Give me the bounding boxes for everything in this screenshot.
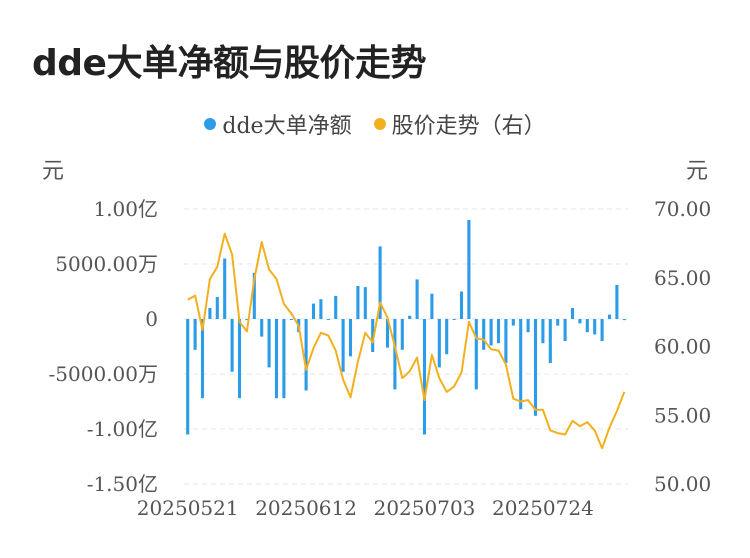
dde-bar — [452, 319, 456, 320]
dde-bar — [578, 319, 582, 324]
left-tick-label: 0 — [145, 307, 158, 331]
dde-bar — [570, 308, 575, 319]
dde-bar — [519, 319, 523, 410]
dde-bar — [223, 258, 227, 319]
dde-bar — [556, 319, 560, 326]
legend-dot-price — [373, 118, 386, 130]
right-tick-label: 55.00 — [654, 403, 711, 427]
dde-bar — [400, 319, 404, 350]
dde-bar — [186, 319, 190, 435]
right-tick-label: 70.00 — [654, 197, 711, 221]
dde-bar — [607, 314, 612, 319]
dde-bar — [415, 279, 419, 319]
dde-bar — [422, 319, 427, 435]
dde-bar — [385, 319, 390, 348]
dde-bar — [489, 319, 493, 346]
dde-bar — [459, 291, 464, 319]
left-tick-label: -1.00亿 — [87, 417, 158, 441]
left-tick-label: -1.50亿 — [87, 472, 158, 496]
dde-bar — [348, 319, 353, 357]
dde-bar — [474, 319, 478, 390]
x-tick-label: 20250703 — [374, 496, 476, 520]
dde-bar — [230, 319, 234, 372]
dde-bar — [289, 319, 293, 320]
dde-bar — [334, 295, 338, 319]
dde-bar — [533, 319, 538, 416]
dde-bar — [252, 272, 256, 319]
dde-bar — [215, 297, 219, 319]
x-tick-label: 20250612 — [255, 496, 357, 520]
left-tick-label: 1.00亿 — [93, 197, 158, 221]
dde-bar — [363, 287, 367, 319]
dde-bar — [467, 220, 471, 319]
dde-bar — [445, 319, 449, 355]
dde-bar — [193, 319, 197, 350]
dde-bar — [274, 319, 279, 399]
dde-bar — [526, 319, 530, 333]
legend-item-dde[interactable]: dde大单净额 — [204, 108, 352, 140]
page-title: dde大单净额与股价走势 — [32, 43, 426, 84]
left-tick-label: -5000.00万 — [49, 362, 158, 386]
legend-item-price[interactable]: 股价走势（右） — [373, 108, 546, 140]
dde-bar — [504, 319, 508, 363]
dde-bar — [267, 319, 271, 368]
dde-bar — [482, 319, 486, 350]
dde-bar — [208, 308, 212, 319]
dde-bar — [585, 319, 589, 333]
left-axis-unit: 元 — [42, 159, 64, 184]
dde-bar — [408, 315, 412, 319]
dde-bar — [622, 319, 626, 321]
dde-bar — [437, 319, 441, 368]
dde-bar — [511, 319, 515, 326]
left-tick-label: 5000.00万 — [55, 252, 158, 276]
dde-bar — [260, 319, 264, 337]
right-tick-label: 50.00 — [654, 472, 711, 496]
legend-dot-dde — [204, 118, 217, 130]
right-axis-unit: 元 — [686, 159, 708, 184]
dde-bar — [311, 303, 316, 319]
dde-bar — [393, 319, 397, 390]
price-line — [187, 232, 626, 450]
dde-bar — [548, 319, 552, 363]
right-tick-label: 60.00 — [654, 335, 711, 359]
dde-bar — [593, 319, 597, 335]
dde-bar — [341, 319, 345, 372]
dde-bar — [356, 286, 360, 319]
dde-bar — [563, 319, 567, 341]
dde-bar — [319, 299, 323, 319]
dde-bar — [541, 319, 545, 344]
dde-bar — [371, 319, 375, 352]
right-tick-label: 65.00 — [654, 266, 711, 290]
chart-legend: dde大单净额 股价走势（右） — [0, 108, 750, 140]
dde-bar — [304, 319, 308, 391]
x-tick-label: 20250724 — [492, 496, 594, 520]
dde-bar — [200, 319, 205, 399]
dde-bar — [378, 246, 382, 319]
dde-bar — [245, 319, 249, 320]
dde-bar — [600, 319, 604, 341]
dde-bar — [326, 319, 330, 320]
dde-bar — [430, 293, 434, 319]
dde-bar — [237, 319, 242, 399]
x-tick-label: 20250521 — [137, 496, 239, 520]
dde-bar — [496, 319, 501, 344]
legend-label-dde: dde大单净额 — [222, 114, 352, 139]
dde-bar — [282, 319, 286, 399]
dde-bar — [615, 284, 619, 319]
legend-label-price: 股价走势（右） — [391, 114, 546, 139]
